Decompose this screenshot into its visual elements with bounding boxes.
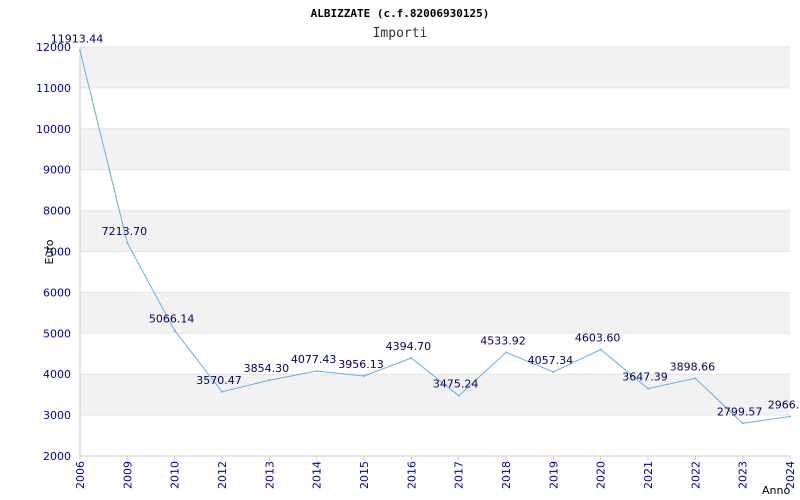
y-tick-label: 6000	[43, 286, 71, 299]
chart-title: ALBIZZATE (c.f.82006930125)	[311, 7, 490, 20]
data-point	[173, 329, 176, 332]
data-label: 4394.70	[386, 340, 432, 353]
grid-bands	[80, 47, 790, 416]
x-tick-label: 2024	[784, 461, 797, 489]
x-tick-label: 2012	[216, 461, 229, 489]
grid-band	[80, 47, 790, 88]
data-label: 3956.13	[338, 358, 384, 371]
x-tick-label: 2015	[358, 461, 371, 489]
x-tick-label: 2010	[169, 461, 182, 489]
data-label: 3898.66	[670, 360, 716, 373]
grid-band	[80, 210, 790, 252]
grid-lines	[80, 46, 790, 457]
x-tick-labels: 2006 2009 2010 2012 2013 2014 2015 2016 2017 2018…	[74, 461, 797, 489]
x-tick-label: 2019	[547, 461, 560, 489]
data-point	[694, 377, 697, 380]
x-tick-label: 2021	[642, 461, 655, 489]
data-label: 3475.24	[433, 378, 479, 391]
y-tick-labels: 2000 3000 4000 5000 6000 7000 8000 9000 10000 110…	[36, 41, 71, 463]
y-tick-label: 10000	[36, 123, 71, 136]
data-point	[268, 379, 271, 382]
x-axis-label: Anno	[762, 484, 790, 497]
data-label: 5066.14	[149, 313, 195, 326]
series-line-group	[79, 49, 791, 425]
x-tick-label: 2013	[263, 461, 276, 489]
data-label: 3570.47	[196, 374, 242, 387]
grid-band	[80, 292, 790, 334]
grid-band	[80, 374, 790, 416]
x-tick-label: 2009	[121, 461, 134, 489]
x-tick-label: 2023	[737, 461, 750, 489]
y-tick-label: 5000	[43, 327, 71, 340]
data-point	[315, 370, 318, 373]
y-tick-label: 9000	[43, 164, 71, 177]
data-point	[789, 415, 791, 418]
y-tick-label: 2000	[43, 450, 71, 463]
data-point	[79, 49, 81, 52]
data-point	[647, 387, 649, 390]
data-label: 4077.43	[291, 353, 337, 366]
data-label: 3854.30	[244, 362, 290, 375]
y-tick-label: 11000	[36, 82, 71, 95]
data-label: 2799.57	[717, 405, 763, 418]
data-point	[457, 394, 460, 397]
chart-subtitle: Importi	[373, 26, 428, 41]
x-tick-label: 2022	[689, 461, 702, 489]
data-point	[221, 390, 223, 393]
data-label: 4603.60	[575, 332, 621, 345]
data-point	[599, 348, 602, 351]
data-label: 2966.5	[768, 398, 800, 411]
y-tick-label: 3000	[43, 409, 71, 422]
x-tick-label: 2016	[405, 461, 418, 489]
data-label: 4533.92	[480, 334, 526, 347]
y-tick-label: 12000	[36, 41, 71, 54]
data-point	[363, 374, 365, 377]
data-point	[126, 241, 129, 244]
y-tick-label: 7000	[43, 246, 71, 259]
data-label: 11913.44	[51, 33, 104, 46]
series-line	[79, 50, 791, 424]
data-label: 4057.34	[528, 354, 574, 367]
x-tick-label: 2020	[595, 461, 608, 489]
x-tick-label: 2018	[500, 461, 513, 489]
axes	[79, 47, 791, 460]
data-label: 3647.39	[622, 371, 668, 384]
data-point	[552, 370, 555, 373]
data-label: 7213.70	[102, 225, 148, 238]
y-axis-label: Euro	[43, 239, 56, 264]
y-tick-label: 4000	[43, 368, 71, 381]
data-point	[741, 422, 744, 425]
x-tick-label: 2014	[311, 461, 324, 489]
x-tick-label: 2006	[74, 461, 87, 489]
data-point	[505, 351, 507, 354]
data-point	[410, 357, 413, 360]
data-label-group: 11913.44 7213.70 5066.14 3570.473854.304077…	[51, 33, 800, 419]
grid-band	[80, 128, 790, 170]
x-tick-label: 2017	[453, 461, 466, 489]
y-tick-label: 8000	[43, 205, 71, 218]
